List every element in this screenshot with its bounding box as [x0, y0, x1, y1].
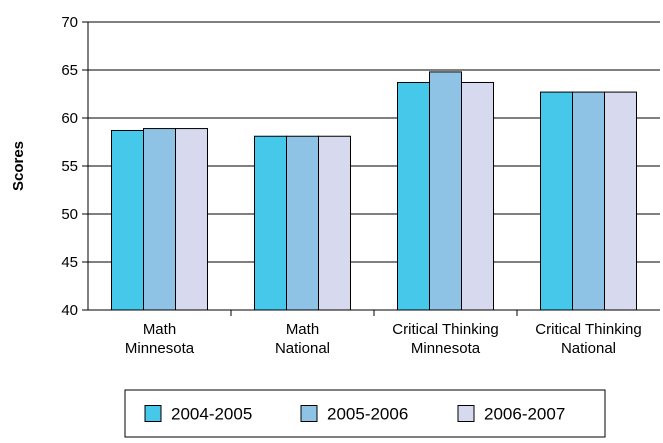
x-tick-label: Math [286, 321, 319, 338]
y-tick-label: 70 [61, 14, 78, 31]
y-tick-label: 55 [61, 158, 78, 175]
x-tick-label: Critical Thinking [535, 321, 641, 338]
y-tick-label: 60 [61, 110, 78, 127]
x-tick-label: Math [143, 321, 176, 338]
y-tick-label: 50 [61, 206, 78, 223]
y-tick-label: 45 [61, 254, 78, 271]
x-tick-label: National [275, 340, 330, 357]
legend-swatch [457, 405, 475, 422]
y-tick-label: 65 [61, 62, 78, 79]
bar [604, 91, 637, 311]
bar [572, 91, 605, 311]
bar [318, 135, 351, 311]
legend-label: 2006-2007 [484, 405, 565, 424]
bar [461, 81, 494, 311]
legend: 2004-2005 2005-2006 2006-2007 [124, 389, 606, 438]
bar [143, 128, 176, 311]
bar [397, 81, 430, 311]
bars [111, 71, 637, 311]
bar [111, 129, 144, 311]
legend-box [124, 389, 606, 438]
bar [254, 135, 287, 311]
legend-swatch [144, 405, 162, 422]
y-tick-label: 40 [61, 302, 78, 319]
bar [175, 128, 208, 311]
x-tick-label: Critical Thinking [392, 321, 498, 338]
y-axis-title: Scores [10, 141, 27, 191]
bar [540, 91, 573, 311]
tick-labels: 40 45 50 55 60 65 70 Math Minnesota Math National C… [61, 14, 641, 357]
x-tick-label: Minnesota [125, 340, 195, 357]
x-tick-label: National [561, 340, 616, 357]
legend-label: 2005-2006 [327, 405, 408, 424]
x-tick-label: Minnesota [411, 340, 481, 357]
bar [429, 71, 462, 311]
axes [82, 21, 660, 316]
legend-label: 2004-2005 [171, 405, 252, 424]
legend-swatch [300, 405, 318, 422]
bar [286, 135, 319, 311]
